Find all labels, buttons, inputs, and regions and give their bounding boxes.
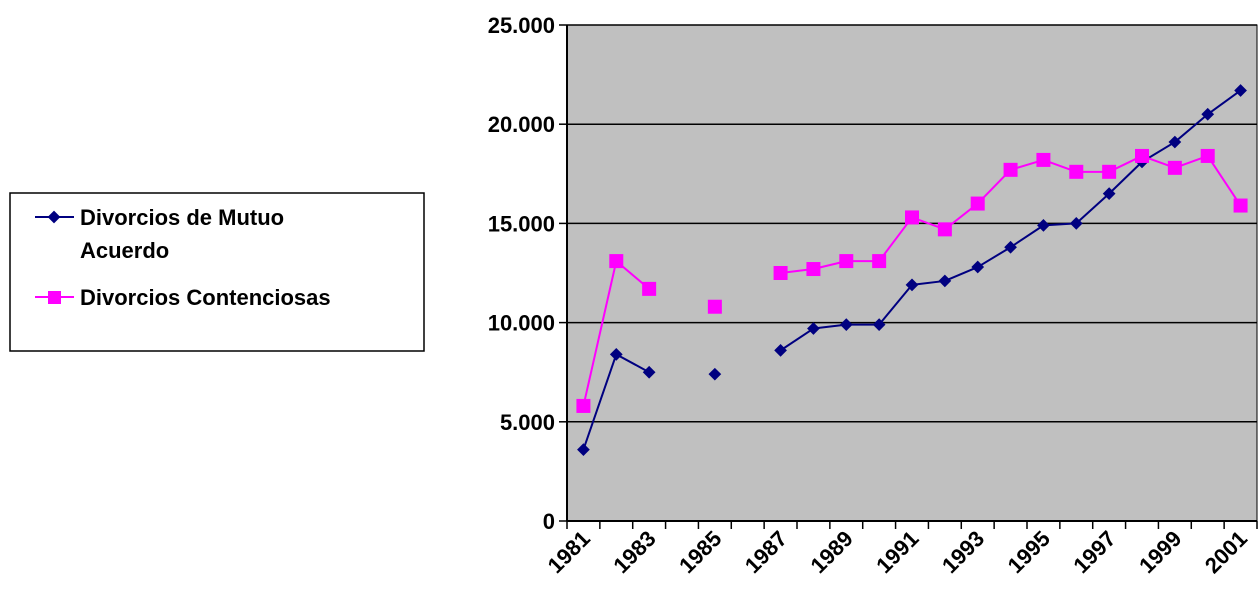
- data-point: [1200, 148, 1215, 163]
- x-tick-label: 1987: [740, 526, 792, 578]
- y-tick-label: 0: [543, 509, 555, 534]
- y-axis-tick-labels: 0 5.000 10.000 15.000 20.000 25.000: [488, 13, 555, 534]
- series-line-segment: [1206, 155, 1242, 207]
- legend-label-mutuo-line2: Acuerdo: [80, 238, 169, 263]
- x-tick-label: 1999: [1134, 526, 1186, 578]
- series-line-segment: [977, 246, 1012, 268]
- legend-diamond-icon: [47, 210, 61, 224]
- y-tick-label: 10.000: [488, 311, 555, 336]
- legend: Divorcios de Mutuo Acuerdo Divorcios Con…: [9, 192, 425, 352]
- legend-entry-mutuo: Divorcios de Mutuo Acuerdo: [35, 205, 284, 263]
- series-line-segment: [944, 266, 979, 282]
- data-point: [773, 266, 788, 280]
- legend-entry-contenciosas: Divorcios Contenciosas: [35, 285, 331, 310]
- series-line-segment: [1108, 161, 1143, 195]
- legend-label-contenciosas: Divorcios Contenciosas: [80, 285, 331, 310]
- data-point: [576, 398, 591, 413]
- series-line-segment: [1174, 113, 1209, 143]
- data-point: [609, 254, 624, 269]
- x-tick-label: 2001: [1200, 526, 1252, 578]
- y-tick-label: 15.000: [488, 211, 555, 236]
- axes: [559, 24, 1258, 529]
- series-line-segment: [582, 354, 618, 450]
- data-point: [806, 262, 821, 277]
- data-point: [905, 210, 919, 225]
- legend-square-icon: [48, 291, 61, 304]
- legend-box: [9, 192, 425, 352]
- x-tick-label: 1997: [1068, 526, 1120, 578]
- data-point: [970, 196, 985, 211]
- data-point: [937, 222, 952, 237]
- data-point: [872, 254, 887, 269]
- x-tick-label: 1983: [608, 526, 660, 578]
- y-tick-label: 5.000: [500, 410, 555, 435]
- data-point: [1102, 164, 1117, 179]
- series-contenciosas: [576, 148, 1248, 413]
- x-tick-label: 1991: [871, 526, 923, 578]
- y-tick-label: 20.000: [488, 112, 555, 137]
- series-line-segment: [878, 284, 913, 326]
- x-tick-label: 1995: [1003, 526, 1055, 578]
- plot-area: [567, 25, 1257, 521]
- data-point: [707, 299, 722, 314]
- x-tick-label: 1985: [674, 526, 726, 578]
- y-tick-label: 25.000: [488, 13, 555, 38]
- data-point: [1003, 162, 1018, 177]
- x-tick-label: 1989: [806, 526, 858, 578]
- data-point: [1069, 164, 1084, 179]
- series-mutuo-acuerdo: [577, 84, 1247, 456]
- data-point: [1167, 160, 1182, 175]
- data-point: [1233, 198, 1248, 213]
- series-line-segment: [1207, 89, 1242, 116]
- series-line-segment: [878, 216, 913, 262]
- x-tick-label: 1993: [937, 526, 989, 578]
- series-line-segment: [780, 327, 814, 352]
- data-point: [839, 254, 854, 269]
- legend-label-mutuo-line1: Divorcios de Mutuo: [80, 205, 284, 230]
- series-line-segment: [1010, 224, 1044, 249]
- series-line-segment: [1075, 192, 1110, 225]
- series-line-segment: [582, 260, 618, 407]
- data-point: [1135, 148, 1149, 163]
- data-point: [1036, 152, 1051, 167]
- data-point: [642, 281, 657, 296]
- x-axis-tick-labels: 1981 1983 1985 1987 1989 1991 1993 1995 1997 1999…: [543, 526, 1252, 578]
- series-line-segment: [615, 353, 650, 374]
- series-layer: [576, 84, 1248, 456]
